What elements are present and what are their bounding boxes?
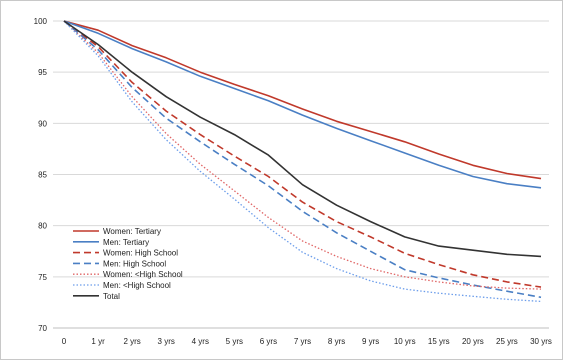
x-tick-label: 6 yrs	[260, 337, 277, 346]
x-tick-label: 2 yrs	[123, 337, 140, 346]
axes: 70 75 80 85 90 95 100 0 1 yr 2 yrs 3 yrs 4 yrs 5 yrs…	[34, 17, 552, 346]
x-tick-label: 8 yrs	[328, 337, 345, 346]
x-tick-label: 7 yrs	[294, 337, 311, 346]
x-tick-label: 9 yrs	[362, 337, 379, 346]
series-line-men-high-school	[63, 20, 542, 303]
x-tick-label: 1 yr	[91, 337, 105, 346]
series-line-total	[63, 20, 542, 258]
series-line-women-tertiary	[63, 20, 542, 180]
legend-label: Total	[103, 292, 120, 301]
legend-item: Men: High School	[73, 259, 166, 268]
legend-item: Women: Tertiary	[73, 227, 161, 236]
x-tick-label: 4 yrs	[192, 337, 209, 346]
legend-label: Men: Tertiary	[103, 238, 149, 247]
legend-label: Women: <High School	[103, 270, 183, 279]
legend-item: Total	[73, 292, 120, 301]
x-tick-label: 15 yrs	[428, 337, 450, 346]
y-tick-label: 95	[38, 68, 47, 77]
x-tick-label: 30 yrs	[530, 337, 552, 346]
legend-item: Men: Tertiary	[73, 238, 149, 247]
y-tick-label: 90	[38, 119, 47, 128]
series-line-women-high-school	[63, 20, 542, 290]
x-tick-label: 20 yrs	[462, 337, 484, 346]
series-lines	[63, 20, 542, 303]
y-tick-label: 85	[38, 171, 47, 180]
series-line-men-high-school	[63, 20, 542, 299]
x-tick-label: 25 yrs	[496, 337, 518, 346]
legend-label: Men: <High School	[103, 281, 171, 290]
legend-label: Women: Tertiary	[103, 227, 161, 236]
y-tick-label: 70	[38, 324, 47, 333]
legend-item: Women: <High School	[73, 270, 183, 279]
y-tick-label: 75	[38, 273, 47, 282]
y-tick-label: 80	[38, 222, 47, 231]
x-tick-label: 0	[62, 337, 67, 346]
x-tick-label: 3 yrs	[158, 337, 175, 346]
y-tick-label: 100	[34, 17, 48, 26]
legend: Women: Tertiary Men: Tertiary Women: High …	[73, 227, 183, 301]
grid-lines	[53, 20, 549, 329]
legend-label: Women: High School	[103, 249, 178, 258]
legend-label: Men: High School	[103, 259, 166, 268]
x-tick-label: 5 yrs	[226, 337, 243, 346]
legend-item: Men: <High School	[73, 281, 171, 290]
series-line-women-high-school	[63, 20, 542, 288]
series-line-men-tertiary	[63, 20, 542, 189]
x-tick-label: 10 yrs	[394, 337, 416, 346]
legend-item: Women: High School	[73, 249, 178, 258]
